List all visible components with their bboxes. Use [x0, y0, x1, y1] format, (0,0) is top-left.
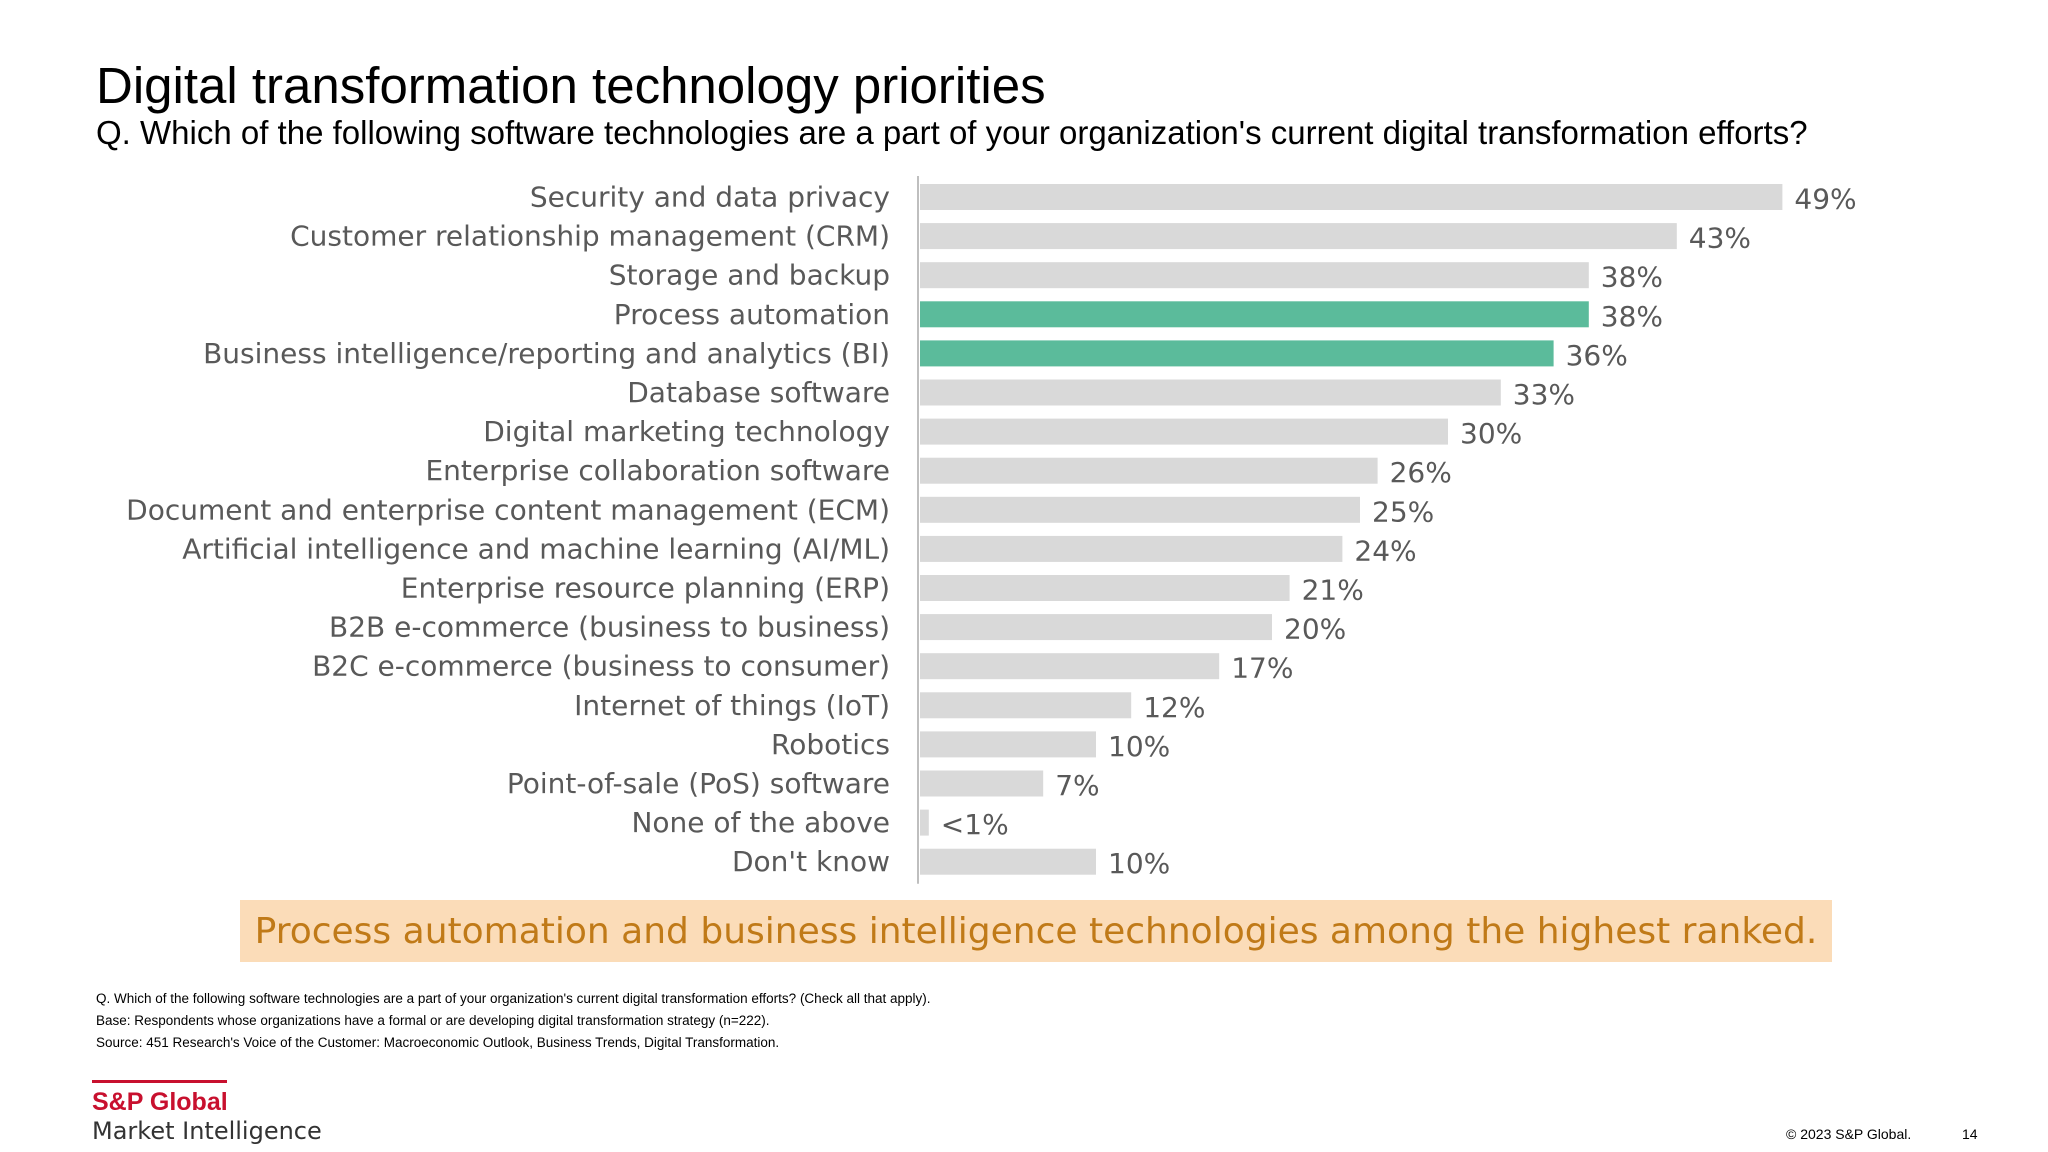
bar [920, 457, 1378, 484]
category-label: Internet of things (IoT) [574, 689, 890, 722]
category-label: Database software [627, 376, 890, 409]
callout-box: Process automation and business intellig… [240, 900, 1832, 962]
category-label: None of the above [631, 806, 890, 839]
value-label: 36% [1566, 339, 1628, 372]
bar [920, 496, 1360, 523]
value-label: 7% [1055, 769, 1099, 802]
bar [920, 184, 1783, 210]
category-label: Security and data privacy [530, 181, 890, 214]
value-label: 26% [1390, 456, 1452, 489]
sp-global-logo: S&P Global Market Intelligence [92, 1080, 322, 1147]
value-label: 10% [1108, 730, 1170, 763]
category-label: B2B e-commerce (business to business) [329, 611, 890, 644]
category-label: Process automation [614, 298, 890, 331]
value-label: 12% [1143, 691, 1205, 724]
value-label: 43% [1689, 222, 1751, 255]
category-label: Document and enterprise content manageme… [126, 493, 890, 526]
logo-brand: S&P Global [92, 1088, 228, 1116]
value-label: 38% [1601, 261, 1663, 294]
bar [920, 770, 1044, 797]
bar-highlighted [920, 301, 1589, 328]
footnotes: Q. Which of the following software techn… [96, 988, 931, 1054]
bar [920, 535, 1343, 562]
category-label: Robotics [771, 728, 890, 761]
bar-highlighted [920, 340, 1554, 367]
value-label: 10% [1108, 847, 1170, 880]
category-label: B2C e-commerce (business to consumer) [312, 650, 890, 683]
bar [920, 653, 1220, 680]
value-label: 49% [1794, 183, 1856, 216]
bar [920, 575, 1290, 601]
bar [920, 731, 1096, 758]
value-label: 25% [1372, 495, 1434, 528]
bar [920, 848, 1096, 875]
page-number: 14 [1962, 1126, 1978, 1142]
callout-text: Process automation and business intellig… [254, 910, 1818, 952]
value-label: <1% [941, 808, 1009, 841]
bar [920, 223, 1677, 250]
bar-chart: Security and data privacy 49% Customer rel… [126, 176, 1857, 884]
value-label: 38% [1601, 300, 1663, 333]
value-label: 20% [1284, 613, 1346, 646]
footnote-question: Q. Which of the following software techn… [96, 991, 931, 1006]
logo-rule [92, 1080, 227, 1083]
value-label: 33% [1513, 378, 1575, 411]
value-label: 21% [1302, 574, 1364, 607]
bar [920, 614, 1272, 641]
value-label: 24% [1354, 534, 1416, 567]
logo-division: Market Intelligence [92, 1117, 322, 1145]
footnote-source: Source: 451 Research's Voice of the Cust… [96, 1035, 780, 1050]
category-label: Artificial intelligence and machine lear… [182, 532, 890, 565]
category-label: Customer relationship management (CRM) [290, 220, 890, 253]
bar [920, 692, 1132, 719]
bar [920, 418, 1448, 445]
category-label: Point-of-sale (PoS) software [507, 767, 890, 800]
category-label: Don't know [732, 845, 890, 878]
value-label: 30% [1460, 417, 1522, 450]
category-label: Enterprise collaboration software [425, 454, 890, 487]
bar [920, 379, 1501, 406]
footnote-base: Base: Respondents whose organizations ha… [96, 1013, 770, 1028]
page-subtitle: Q. Which of the following software techn… [96, 114, 1808, 151]
bar [920, 809, 929, 836]
category-label: Digital marketing technology [483, 415, 890, 448]
bar [920, 262, 1589, 289]
category-label: Storage and backup [609, 259, 890, 292]
copyright: © 2023 S&P Global. [1786, 1126, 1912, 1142]
category-label: Business intelligence/reporting and anal… [203, 337, 890, 370]
page-title: Digital transformation technology priori… [96, 57, 1046, 114]
value-label: 17% [1231, 652, 1293, 685]
category-label: Enterprise resource planning (ERP) [401, 572, 890, 605]
